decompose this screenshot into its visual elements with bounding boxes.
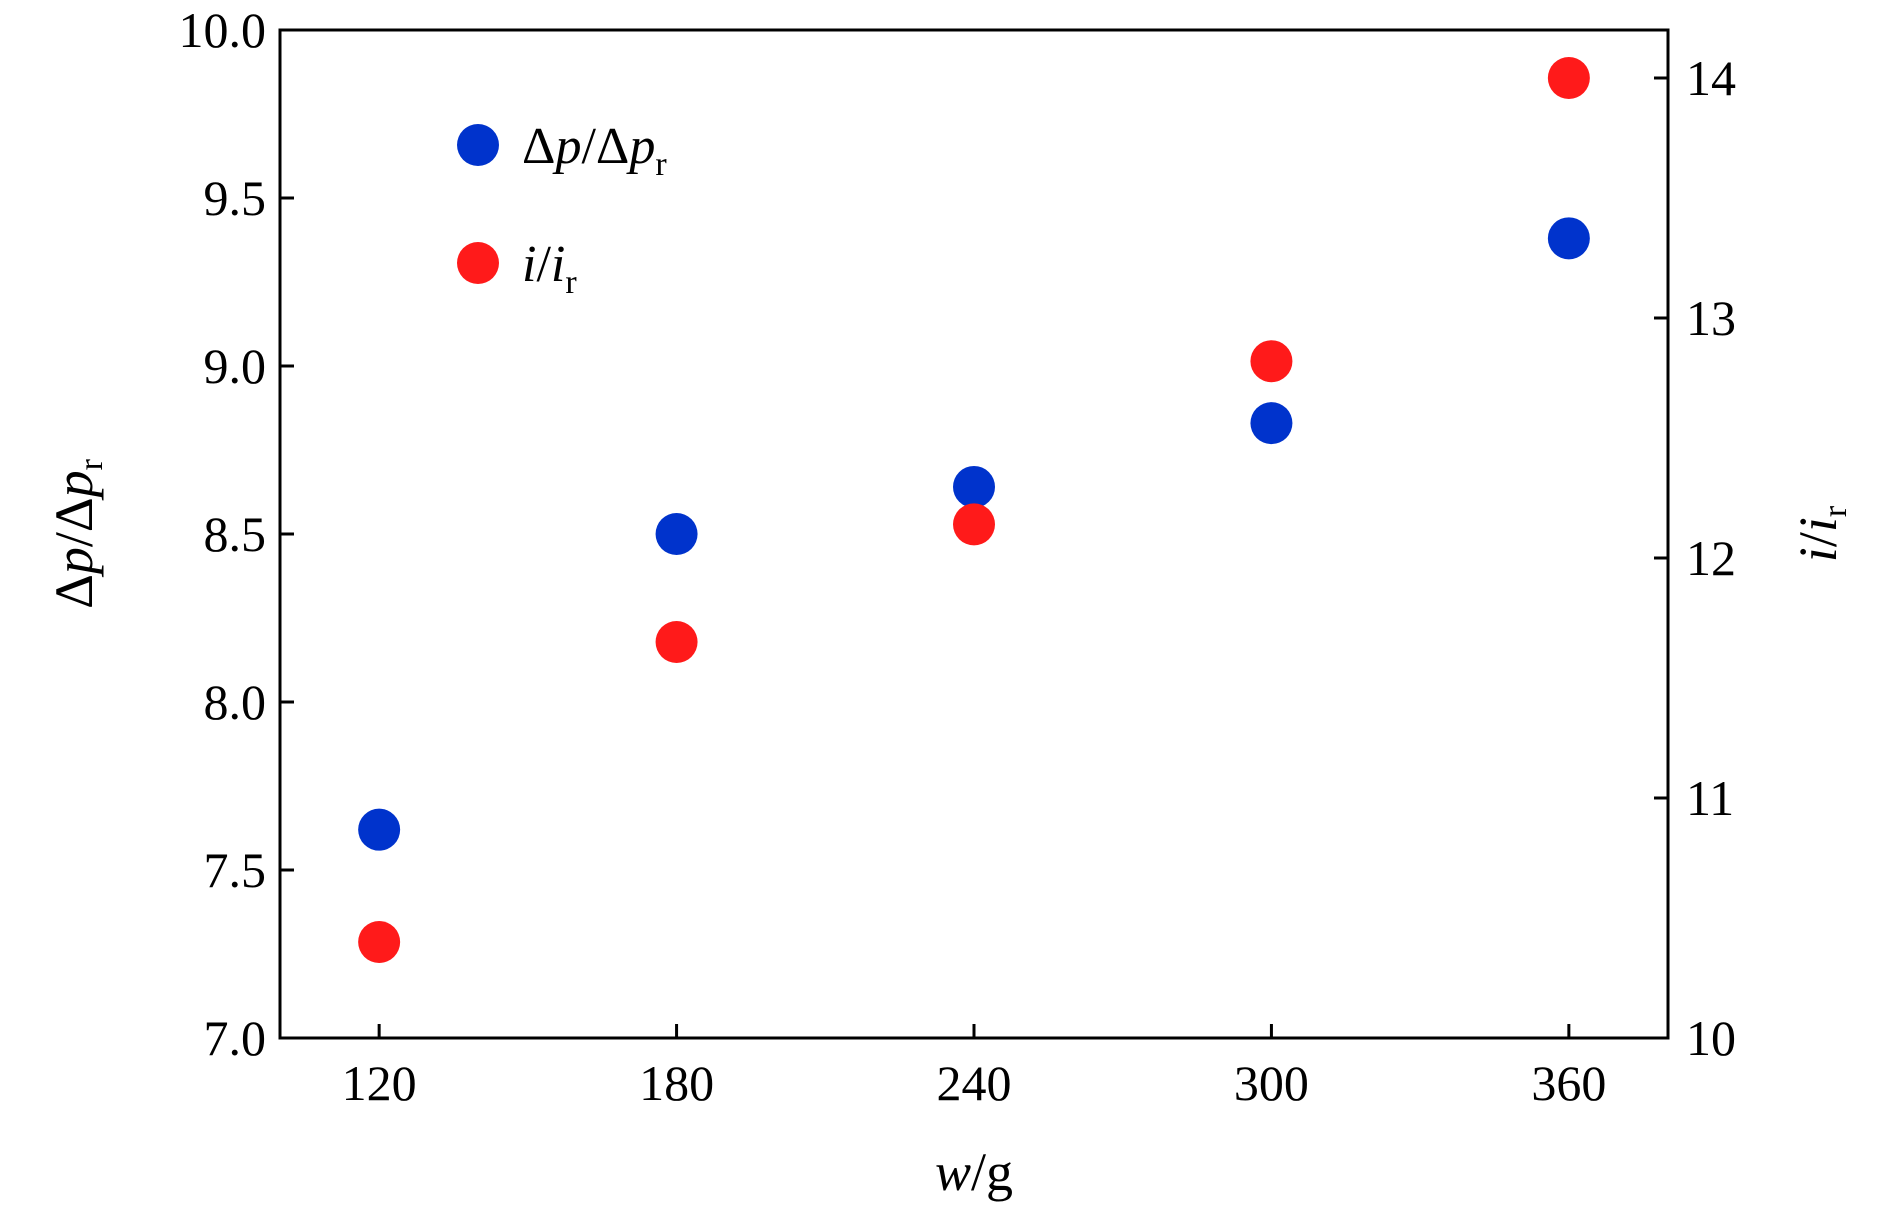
legend-current-var1: i bbox=[522, 236, 536, 293]
left-y-axis-ticks: 7.0 7.5 8.0 8.5 9.0 9.5 10.0 bbox=[179, 2, 294, 1066]
current-ratio-point bbox=[655, 621, 698, 663]
legend-current-var2: i bbox=[551, 236, 565, 293]
right-y-axis-title: i/ir bbox=[1788, 505, 1854, 562]
left-y-tick-label: 9.5 bbox=[204, 170, 267, 226]
left-y-title-slash: / bbox=[44, 532, 104, 547]
right-y-title-var1: i bbox=[1788, 547, 1848, 562]
right-y-title-sub: r bbox=[1817, 505, 1854, 517]
legend-pressure-sub: r bbox=[655, 146, 667, 183]
left-y-title-delta2: Δ bbox=[44, 497, 104, 532]
legend-pressure-delta2: Δ bbox=[596, 118, 629, 175]
current-ratio-point bbox=[953, 503, 995, 546]
legend-pressure-var2: p bbox=[625, 118, 655, 175]
pressure-ratio-point bbox=[1250, 402, 1293, 445]
current-ratio-point bbox=[1547, 57, 1590, 99]
x-tick-label: 240 bbox=[937, 1055, 1012, 1111]
legend-marker-pressure bbox=[457, 124, 499, 166]
right-y-tick-label: 14 bbox=[1686, 50, 1736, 106]
legend-label-pressure: Δp/Δpr bbox=[522, 118, 667, 183]
x-tick-label: 360 bbox=[1531, 1055, 1606, 1111]
left-y-title-sub: r bbox=[73, 458, 110, 470]
x-axis-title-var: w bbox=[935, 1142, 971, 1202]
legend-pressure-var1: p bbox=[551, 118, 581, 175]
left-y-tick-label: 9.0 bbox=[204, 338, 267, 394]
x-tick-label: 300 bbox=[1234, 1055, 1309, 1111]
right-y-tick-label: 11 bbox=[1686, 770, 1734, 826]
right-y-tick-label: 10 bbox=[1686, 1010, 1736, 1066]
x-tick-label: 180 bbox=[639, 1055, 714, 1111]
pressure-ratio-point bbox=[655, 513, 698, 555]
legend-current-sub: r bbox=[565, 264, 577, 301]
left-y-tick-label: 7.5 bbox=[204, 842, 267, 898]
pressure-ratio-point bbox=[1547, 217, 1590, 260]
pressure-ratio-point bbox=[358, 808, 401, 851]
right-y-title-slash: / bbox=[1788, 532, 1848, 547]
left-y-title-var1: p bbox=[44, 547, 104, 578]
left-y-tick-label: 10.0 bbox=[179, 2, 267, 58]
left-y-title-delta1: Δ bbox=[44, 574, 104, 609]
x-axis-ticks: 120 180 240 300 360 bbox=[342, 1024, 1606, 1111]
current-ratio-point bbox=[358, 921, 401, 963]
x-axis-title-unit: /g bbox=[971, 1142, 1013, 1202]
legend-current-slash: / bbox=[536, 236, 551, 293]
left-y-axis-title: Δp/Δpr bbox=[44, 458, 110, 608]
left-y-tick-label: 7.0 bbox=[204, 1010, 267, 1066]
right-y-tick-label: 12 bbox=[1686, 530, 1736, 586]
current-ratio-point bbox=[1250, 340, 1293, 383]
legend: Δp/Δpr i/ir bbox=[457, 118, 667, 301]
legend-pressure-delta1: Δ bbox=[522, 118, 555, 175]
legend-label-current: i/ir bbox=[522, 236, 577, 301]
x-tick-label: 120 bbox=[342, 1055, 417, 1111]
pressure-ratio-point bbox=[953, 465, 995, 508]
data-points bbox=[358, 57, 1590, 963]
left-y-tick-label: 8.5 bbox=[204, 506, 267, 562]
x-axis-title: w/g bbox=[935, 1142, 1013, 1202]
legend-pressure-slash: / bbox=[581, 118, 596, 175]
left-y-tick-label: 8.0 bbox=[204, 674, 267, 730]
left-y-title-var2: p bbox=[44, 470, 104, 501]
right-y-title-var2: i bbox=[1788, 517, 1848, 532]
right-y-axis-ticks: 10 11 12 13 14 bbox=[1654, 50, 1736, 1066]
legend-marker-current bbox=[457, 242, 499, 284]
right-y-tick-label: 13 bbox=[1686, 290, 1736, 346]
